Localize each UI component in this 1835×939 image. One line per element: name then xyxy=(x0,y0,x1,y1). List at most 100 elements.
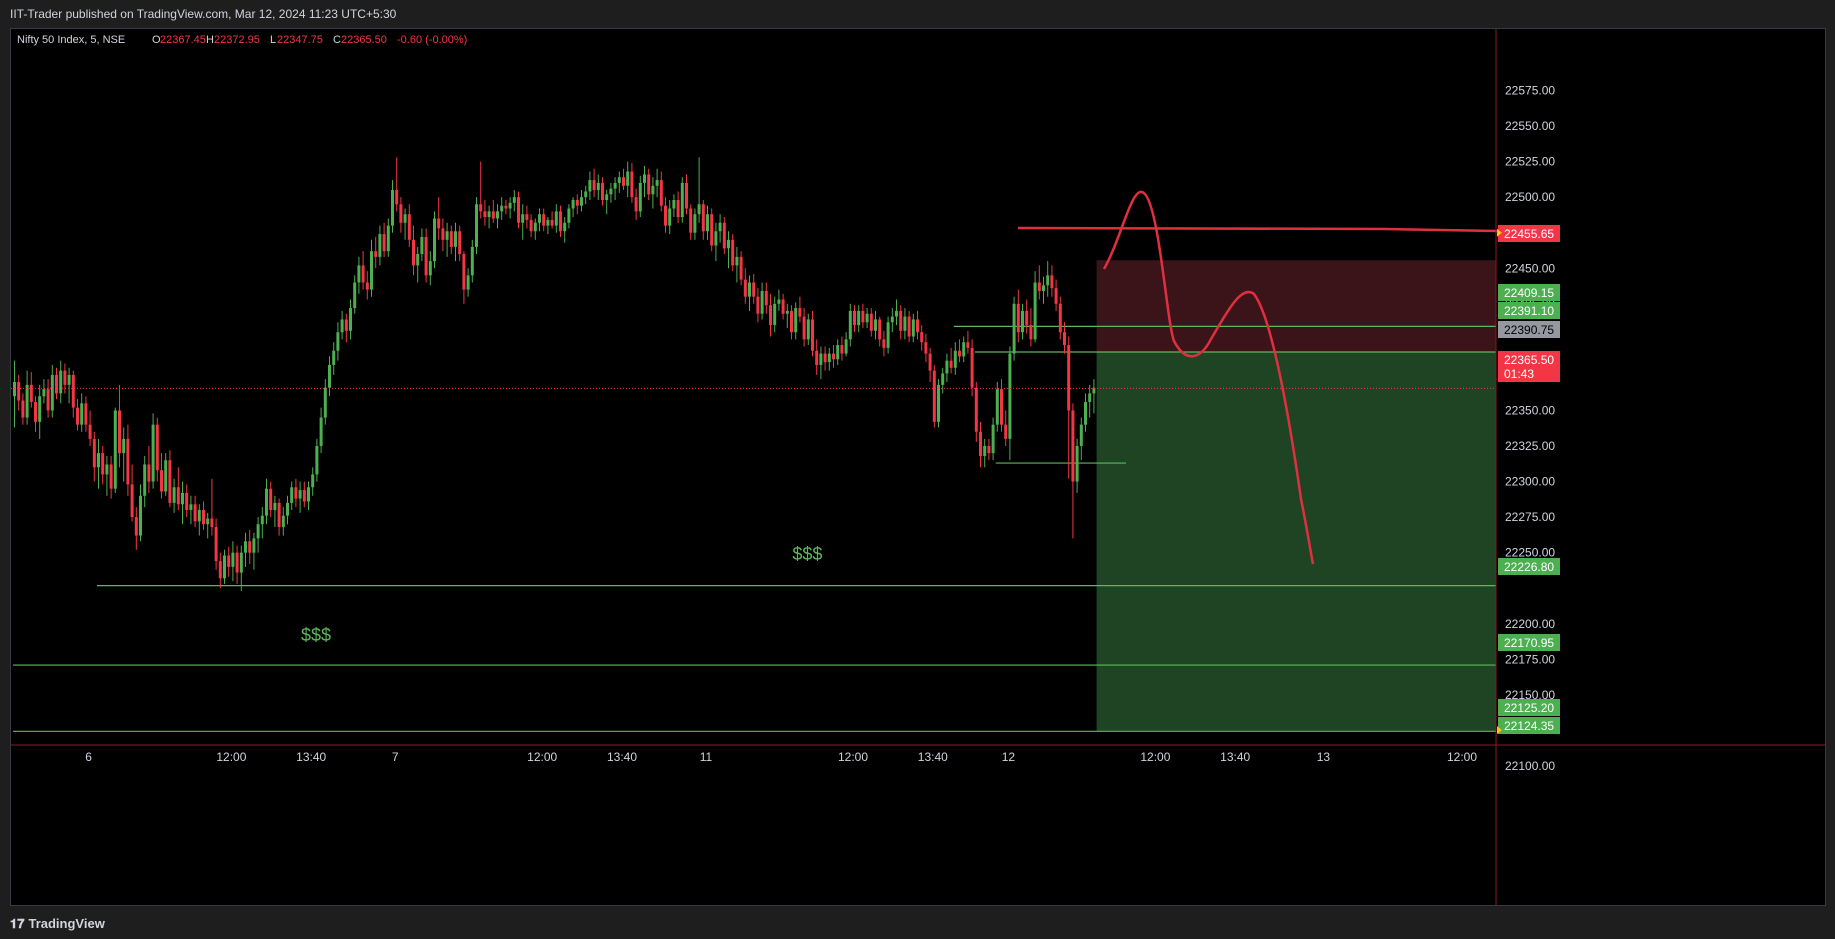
candle-body xyxy=(538,214,541,223)
price-label-7[interactable]: 22125.20 xyxy=(1498,699,1560,716)
price-label-0[interactable]: 22455.65 xyxy=(1498,225,1560,242)
candle xyxy=(802,308,806,347)
candle-body xyxy=(1050,275,1054,289)
candle xyxy=(857,305,861,333)
candle-body xyxy=(210,518,214,528)
candle-body xyxy=(979,431,982,456)
candle-body xyxy=(1008,353,1012,439)
candle xyxy=(521,204,525,240)
candle xyxy=(126,424,130,496)
candle-body xyxy=(777,299,781,304)
candle-body xyxy=(1046,275,1050,286)
candle-body xyxy=(160,470,163,492)
candle xyxy=(1016,289,1020,343)
candle-body xyxy=(185,492,189,510)
x-tick-label: 13:40 xyxy=(607,750,637,764)
candle xyxy=(500,197,504,220)
symbol-title: Nifty 50 Index, 5, NSE xyxy=(17,34,125,46)
candle-body xyxy=(101,453,105,475)
candle xyxy=(328,356,331,397)
candle-body xyxy=(676,199,680,218)
candle-body xyxy=(701,204,705,232)
candle-body xyxy=(1042,285,1045,292)
price-label-5[interactable]: 22226.80 xyxy=(1498,558,1560,575)
candlestick-chart[interactable]: $$$ $$$ 22575.00 22550.00 22525.00 22500.00 2… xyxy=(11,29,1826,906)
candle-body xyxy=(256,524,260,539)
candle xyxy=(29,372,33,408)
change-value: -0.60 (-0.00%) xyxy=(397,34,467,46)
open-label: O xyxy=(152,34,161,46)
candle xyxy=(869,308,873,337)
price-label-2[interactable]: 22391.10 xyxy=(1498,302,1560,319)
candle-body xyxy=(1075,446,1079,482)
candle xyxy=(634,188,638,220)
candle-body xyxy=(995,389,999,425)
candle-body xyxy=(336,332,340,351)
candle xyxy=(273,495,277,528)
candle-body xyxy=(1092,387,1096,394)
x-tick-label: 13:40 xyxy=(296,750,326,764)
candle-body xyxy=(319,417,323,446)
candle xyxy=(168,450,172,508)
candle-body xyxy=(722,222,726,249)
candle xyxy=(848,303,852,347)
candle-body xyxy=(470,246,474,276)
candle-body xyxy=(92,438,96,468)
candle-body xyxy=(164,460,168,492)
candle-body xyxy=(853,310,856,326)
candle-body xyxy=(945,360,949,374)
candle xyxy=(512,190,516,212)
candle-body xyxy=(332,350,336,365)
y-tick-label: 22575.00 xyxy=(1505,84,1555,98)
liquidity-annotation-1[interactable]: $$$ xyxy=(792,544,822,564)
chart-panel[interactable]: $$$ $$$ 22575.00 22550.00 22525.00 22500.00 2… xyxy=(10,28,1826,906)
candle-body xyxy=(454,231,457,247)
candle xyxy=(353,275,357,314)
candle-body xyxy=(605,194,609,200)
candle xyxy=(958,339,961,363)
candle xyxy=(1075,438,1079,493)
candle xyxy=(248,529,252,565)
candle-body xyxy=(21,400,25,418)
candle-body xyxy=(718,222,722,232)
candle-body xyxy=(932,370,936,422)
price-label-6[interactable]: 22170.95 xyxy=(1498,634,1560,651)
candle xyxy=(966,330,970,354)
candle xyxy=(294,478,298,508)
x-tick-label: 12:00 xyxy=(216,750,246,764)
stop-loss-zone[interactable] xyxy=(1096,260,1496,353)
take-profit-zone[interactable] xyxy=(1096,352,1496,732)
candle-body xyxy=(370,251,373,290)
candle-body xyxy=(874,319,877,331)
candle-body xyxy=(680,182,684,218)
tradingview-logo[interactable]: 𝟏𝟕 TradingView xyxy=(10,916,105,932)
candle xyxy=(361,251,365,290)
candle-body xyxy=(928,353,932,371)
candle xyxy=(743,268,747,304)
candle-body xyxy=(420,236,424,255)
candle xyxy=(416,246,420,283)
candle xyxy=(1046,261,1050,297)
price-label-8[interactable]: 22124.35 xyxy=(1498,717,1560,734)
candle xyxy=(25,370,29,425)
projected-path-drawing[interactable] xyxy=(1102,190,1315,565)
candle-body xyxy=(357,265,361,283)
candle xyxy=(244,532,247,567)
candle-body xyxy=(139,495,142,536)
candle-body xyxy=(202,509,205,525)
candle-body xyxy=(743,279,747,297)
candle-body xyxy=(714,231,718,246)
candle-body xyxy=(399,204,403,223)
liquidity-annotation-0[interactable]: $$$ xyxy=(301,625,331,645)
candle-body xyxy=(500,205,504,212)
candle xyxy=(466,268,470,297)
candle xyxy=(605,190,609,215)
price-label-1[interactable]: 22409.15 xyxy=(1498,284,1560,301)
candle xyxy=(88,410,92,446)
candle xyxy=(575,194,579,215)
candle xyxy=(794,302,798,340)
candle-body xyxy=(260,515,264,525)
price-label-3[interactable]: 22390.75 xyxy=(1498,321,1560,338)
candle-body xyxy=(13,382,16,397)
